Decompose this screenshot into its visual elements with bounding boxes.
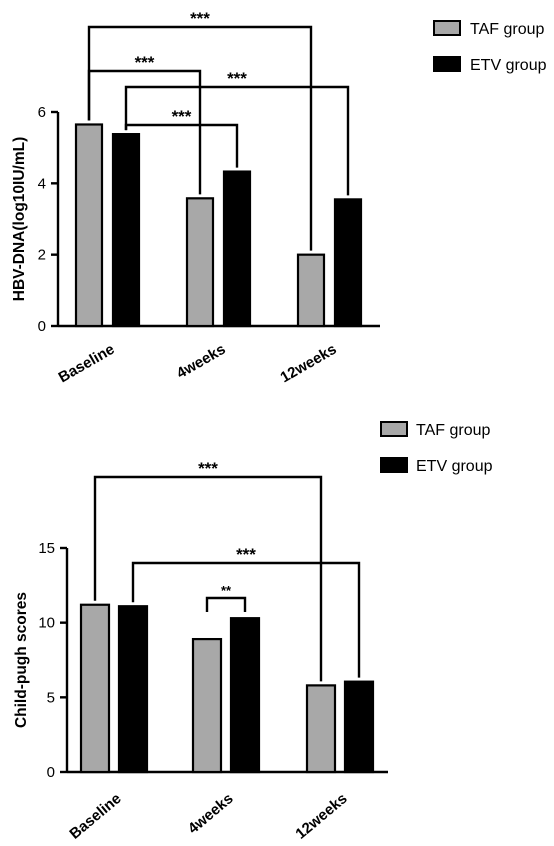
y-tick-label: 5: [47, 689, 55, 706]
legend-swatch: [433, 56, 461, 72]
legend-swatch: [433, 20, 461, 36]
y-tick-label: 0: [47, 764, 55, 781]
bar-etv-12weeks: [333, 198, 363, 328]
legend: TAF group ETV group: [380, 421, 493, 475]
bar-taf-4weeks: [191, 637, 223, 774]
legend-label: TAF group: [416, 422, 491, 439]
y-tick-label: 0: [38, 318, 46, 335]
bar-etv-4weeks: [229, 617, 261, 774]
significance-bracket: [205, 596, 247, 612]
significance-label: ***: [190, 9, 210, 28]
significance-label: ***: [135, 53, 155, 72]
bar-etv-12weeks: [343, 680, 375, 774]
significance-bracket: [87, 69, 202, 195]
significance-label: ***: [172, 107, 192, 126]
x-tick-label: Baseline: [56, 341, 118, 387]
significance-bracket: [124, 123, 239, 168]
x-tick-label: Baseline: [66, 790, 124, 843]
significance-bracket: [131, 561, 361, 678]
bar-taf-12weeks: [305, 684, 337, 774]
bar-taf-baseline: [74, 123, 104, 328]
significance-label: ***: [227, 69, 247, 88]
y-tick-label: 15: [38, 540, 55, 557]
legend-label: ETV group: [416, 458, 493, 475]
x-tick-label: 4weeks: [174, 341, 229, 382]
significance-label: ***: [236, 545, 256, 564]
bar-etv-baseline: [111, 133, 141, 328]
x-tick-label: 4weeks: [185, 790, 237, 837]
bar-etv-4weeks: [222, 170, 252, 328]
bar-taf-baseline: [79, 603, 111, 774]
legend: TAF group ETV group: [433, 20, 547, 74]
legend-swatch: [380, 421, 408, 437]
significance-bracket: [124, 85, 350, 196]
y-axis-label: Child-pugh scores: [13, 592, 30, 728]
bar-taf-12weeks: [296, 253, 326, 328]
legend-label: TAF group: [470, 21, 545, 38]
y-tick-label: 4: [38, 175, 46, 192]
y-tick-label: 6: [38, 104, 46, 121]
x-tick-label: 12weeks: [292, 790, 350, 843]
legend-label: ETV group: [470, 57, 547, 74]
bar-etv-baseline: [117, 605, 149, 774]
significance-label: **: [221, 583, 232, 598]
legend-swatch: [380, 457, 408, 473]
chart-2: 0 5 10 15 Child-pugh scores Baseline 4weeks 12w…: [13, 421, 493, 843]
bar-taf-4weeks: [185, 197, 215, 328]
y-axis-label: HBV-DNA(log10IU/mL): [11, 137, 28, 301]
y-tick-label: 10: [38, 615, 55, 632]
chart-1: 0 2 4 6 HBV-DNA(log10IU/mL) Baseline 4weeks 12w…: [11, 9, 547, 386]
significance-bracket: [93, 475, 323, 682]
x-tick-label: 12weeks: [278, 341, 340, 387]
y-tick-label: 2: [38, 247, 46, 264]
significance-label: ***: [198, 459, 218, 478]
